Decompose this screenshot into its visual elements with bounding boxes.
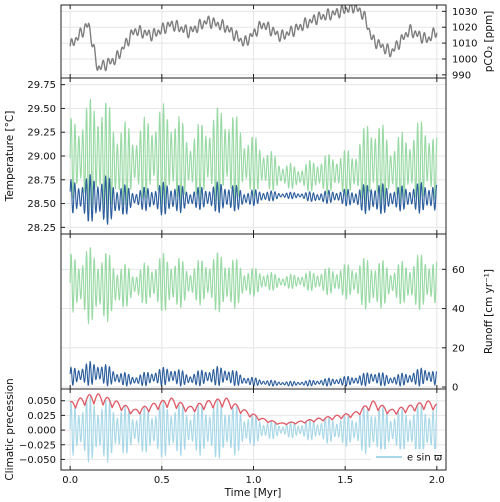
y-tick-label: 0 [452,383,458,394]
y-tick-label: 0.050 [27,396,56,407]
y-axis-label-temperature: Temperature [°C] [4,111,16,203]
y-tick-label: 1000 [452,54,477,65]
y-tick-label: 1030 [452,7,477,18]
series-line-temperature-0 [69,98,438,221]
series-group [69,98,438,225]
x-axis-label: Time [Myr] [224,487,282,499]
y-tick-label: 40 [452,304,465,315]
y-tick-label: 29.75 [27,80,56,91]
y-tick-label: 29.50 [27,104,56,115]
y-tick-label: 29.25 [27,128,56,139]
y-tick-label: 28.25 [27,223,56,234]
y-tick-label: 0.000 [27,426,56,437]
y-axis-label-precession: Climatic precession [4,378,16,480]
panel-temperature: 28.25 28.50 28.75 29.00 29.25 29.50 29.75 Tempe… [4,77,447,235]
y-tick-label: 0.025 [27,411,56,422]
y-tick-label: 60 [452,265,465,276]
y-tick-label: −0.050 [19,455,56,466]
y-tick-label: 28.50 [27,199,56,210]
series-group [69,393,438,463]
y-axis-label-runoff: Runoff [cm yr⁻¹] [483,269,495,354]
x-tick-label: 1.0 [246,475,262,486]
y-tick-label: 1020 [452,23,477,34]
series-group [69,5,438,72]
series-line-pco2-0 [69,5,438,72]
y-tick-label: 29.00 [27,152,56,163]
legend-box [371,449,443,464]
series-line-temperature-1 [69,174,438,225]
series-line-runoff-0 [69,247,438,325]
panel-pco2: 990 1000 1010 1020 1030 pCO₂ [ppm] [60,4,495,81]
x-tick-label: 2.0 [429,475,445,486]
series-line-precession-0 [69,396,438,463]
x-tick-label: 0.0 [62,475,78,486]
y-tick-label: −0.025 [19,440,56,451]
y-tick-label: 990 [452,70,471,81]
x-tick-label: 0.5 [154,475,170,486]
panel-precession: −0.050 −0.025 0.000 0.025 0.050 Climatic prec… [4,378,447,481]
x-tick-label: 1.5 [337,475,353,486]
panel-runoff: 0 20 40 60 Runoff [cm yr⁻¹] [60,233,495,394]
series-line-precession-1 [69,393,438,426]
y-tick-label: 28.75 [27,175,56,186]
legend-label: e sin ϖ [407,453,443,464]
y-tick-label: 20 [452,343,465,354]
y-tick-label: 1010 [452,39,477,50]
y-axis-label-pco2: pCO₂ [ppm] [483,11,495,73]
